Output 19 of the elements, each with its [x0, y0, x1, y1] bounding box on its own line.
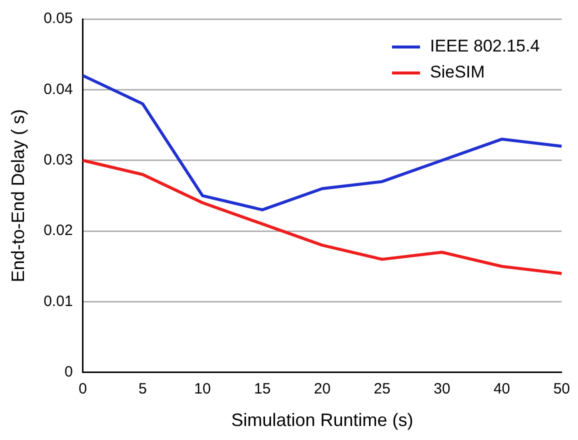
x-tick-label: 5 — [138, 380, 147, 398]
x-tick-label: 25 — [374, 380, 390, 398]
x-axis-title: Simulation Runtime (s) — [231, 410, 414, 430]
x-tick-label: 50 — [553, 380, 570, 398]
y-axis-title: End-to-End Delay ( s) — [8, 109, 28, 282]
x-tick-label: 40 — [493, 380, 510, 398]
legend-label: SieSIM — [430, 62, 485, 82]
legend-label: IEEE 802.15.4 — [430, 36, 540, 56]
y-tick-label: 0.03 — [44, 152, 73, 168]
x-tick-label: 10 — [194, 380, 211, 398]
y-tick-label: 0.01 — [44, 292, 73, 310]
x-tick-label: 30 — [434, 380, 450, 398]
y-tick-label: 0 — [64, 364, 73, 381]
y-tick-label: 0.05 — [44, 10, 73, 28]
x-tick-label: 0 — [78, 380, 87, 398]
x-tick-label: 20 — [314, 380, 331, 398]
x-tick-label: 15 — [254, 380, 271, 398]
y-tick-label: 0.04 — [44, 80, 73, 98]
y-tick-label: 0.02 — [44, 222, 73, 240]
